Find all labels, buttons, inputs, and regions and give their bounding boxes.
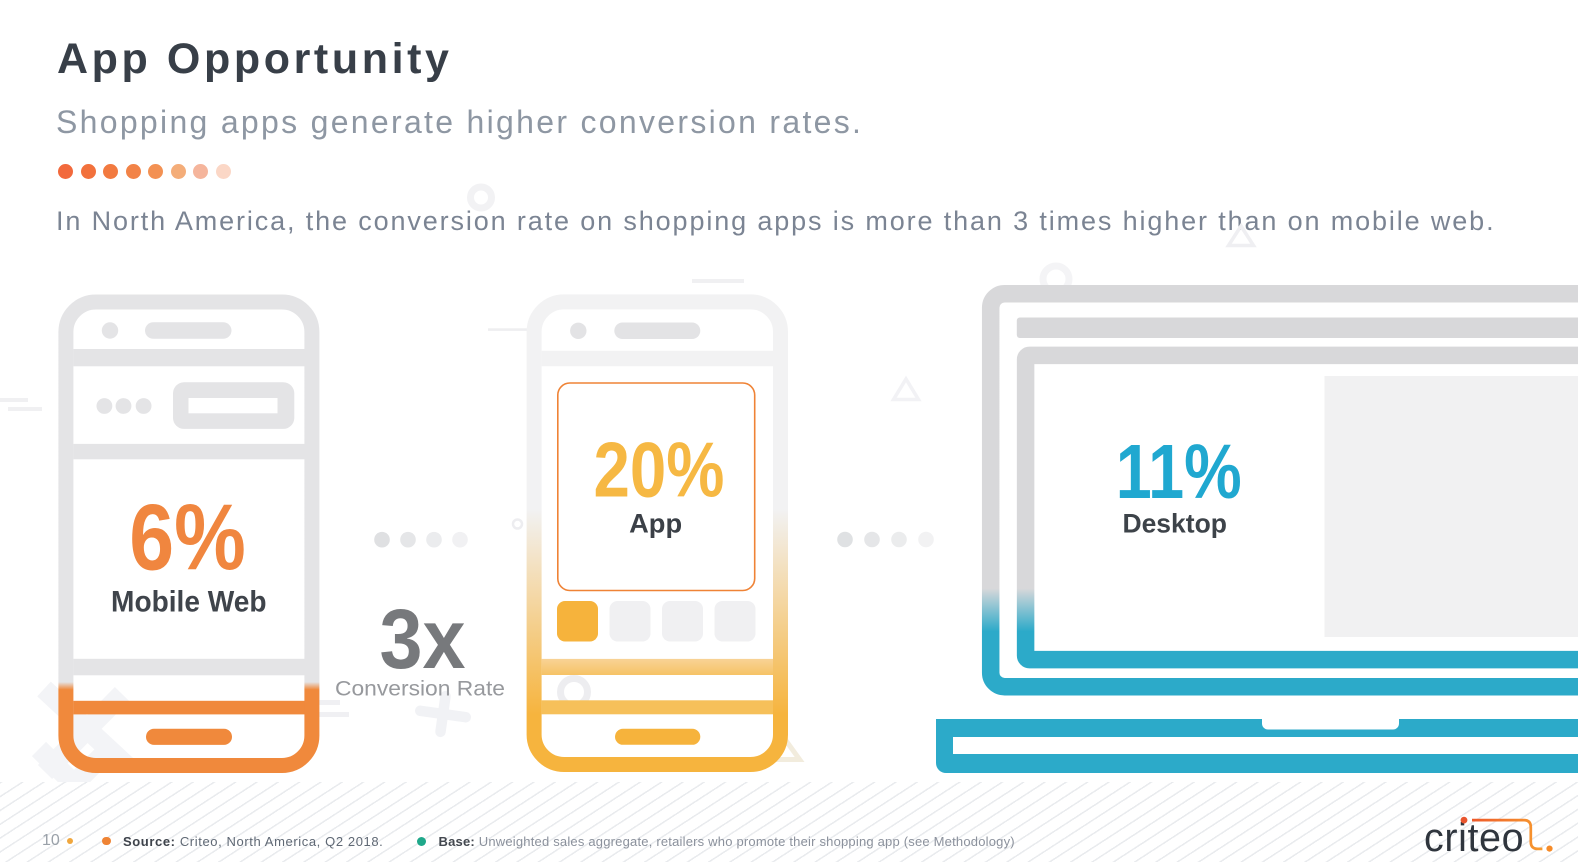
- svg-text:Desktop: Desktop: [1122, 509, 1227, 539]
- svg-text:3x: 3x: [380, 592, 466, 686]
- svg-text:Conversion Rate: Conversion Rate: [335, 676, 505, 701]
- svg-text:criteo: criteo: [1424, 816, 1524, 860]
- svg-text:Mobile Web: Mobile Web: [111, 586, 267, 619]
- svg-text:6%: 6%: [129, 484, 246, 589]
- svg-text:App: App: [629, 509, 682, 539]
- svg-text:20%: 20%: [594, 428, 725, 514]
- svg-text:11%: 11%: [1116, 429, 1242, 515]
